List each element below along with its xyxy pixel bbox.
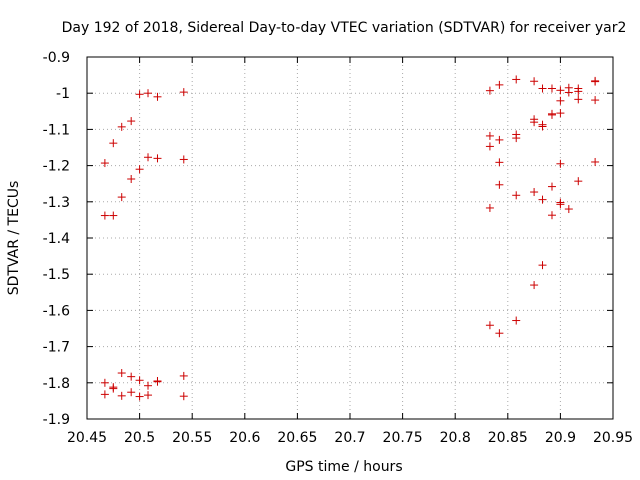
x-tick-label: 20.9	[545, 430, 576, 446]
x-tick-label: 20.95	[593, 430, 633, 446]
data-point	[127, 174, 136, 183]
y-tick-label: -1.8	[43, 376, 70, 392]
data-point	[153, 92, 162, 101]
y-tick-label: -1.6	[43, 303, 70, 319]
data-points	[100, 75, 600, 401]
y-tick-label: -1.5	[43, 267, 70, 283]
x-tick-label: 20.8	[440, 430, 471, 446]
y-tick-label: -0.9	[43, 50, 70, 66]
data-point	[100, 211, 109, 220]
data-point	[574, 87, 583, 96]
data-point	[117, 193, 126, 202]
data-point	[117, 391, 126, 400]
data-point	[564, 205, 573, 214]
x-tick-label: 20.7	[334, 430, 365, 446]
data-point	[591, 157, 600, 166]
data-point	[485, 321, 494, 330]
data-point	[109, 139, 118, 148]
y-axis: -0.9 -1 -1.1 -1.2 -1.3 -1.4 -1.5 -1.6 -1.7 -1.8 -1…	[43, 50, 613, 428]
data-point	[530, 118, 539, 127]
data-point	[495, 158, 504, 167]
data-point	[117, 369, 126, 378]
data-point	[538, 84, 547, 93]
data-point	[144, 391, 153, 400]
data-point	[135, 376, 144, 385]
data-point	[144, 381, 153, 390]
data-point	[556, 86, 565, 95]
data-point	[512, 134, 521, 143]
data-point	[144, 89, 153, 98]
y-tick-label: -1.9	[43, 412, 70, 428]
y-tick-label: -1	[56, 86, 70, 102]
y-tick-label: -1.4	[43, 231, 70, 247]
x-tick-label: 20.55	[172, 430, 212, 446]
data-point	[556, 109, 565, 118]
data-point	[127, 388, 136, 397]
data-point	[564, 88, 573, 97]
data-point	[100, 378, 109, 387]
y-tick-label: -1.3	[43, 195, 70, 211]
data-point	[153, 154, 162, 163]
data-point	[109, 211, 118, 220]
data-point	[574, 95, 583, 104]
data-point	[538, 195, 547, 204]
x-tick-label: 20.75	[383, 430, 423, 446]
data-point	[485, 203, 494, 212]
data-point	[538, 261, 547, 270]
data-point	[135, 392, 144, 401]
data-point	[485, 142, 494, 151]
data-point	[530, 77, 539, 86]
data-point	[485, 86, 494, 95]
data-point	[144, 153, 153, 162]
grid	[87, 57, 613, 419]
data-point	[556, 96, 565, 105]
data-point	[591, 77, 600, 86]
data-point	[547, 211, 556, 220]
y-tick-label: -1.1	[43, 122, 70, 138]
x-tick-label: 20.85	[488, 430, 528, 446]
x-tick-label: 20.5	[124, 430, 155, 446]
data-point	[179, 155, 188, 164]
y-tick-label: -1.7	[43, 340, 70, 356]
data-point	[574, 177, 583, 186]
data-point	[127, 117, 136, 126]
y-axis-label: SDTVAR / TECUs	[6, 181, 22, 296]
data-point	[109, 383, 118, 392]
data-point	[547, 110, 556, 119]
data-point	[100, 159, 109, 168]
data-point	[591, 96, 600, 105]
data-point	[135, 165, 144, 174]
data-point	[179, 392, 188, 401]
data-point	[530, 188, 539, 197]
data-point	[547, 84, 556, 93]
data-point	[100, 390, 109, 399]
data-point	[530, 281, 539, 290]
data-point	[485, 131, 494, 140]
data-point	[153, 376, 162, 385]
x-axis-label: GPS time / hours	[285, 459, 402, 475]
data-point	[495, 80, 504, 89]
data-point	[495, 135, 504, 144]
data-point	[495, 329, 504, 338]
data-point	[179, 88, 188, 97]
data-point	[117, 122, 126, 131]
data-point	[556, 159, 565, 168]
data-point	[135, 90, 144, 99]
x-tick-label: 20.65	[277, 430, 317, 446]
x-tick-label: 20.6	[229, 430, 260, 446]
data-point	[512, 75, 521, 84]
y-tick-label: -1.2	[43, 159, 70, 175]
data-point	[512, 316, 521, 325]
data-point	[556, 200, 565, 209]
data-point	[495, 180, 504, 189]
data-point	[127, 372, 136, 381]
data-point	[512, 191, 521, 200]
chart-title: Day 192 of 2018, Sidereal Day-to-day VTE…	[62, 20, 627, 36]
x-tick-label: 20.45	[67, 430, 107, 446]
data-point	[538, 122, 547, 131]
x-axis: 20.45 20.5 20.55 20.6 20.65 20.7 20.75 20.8 20.8…	[67, 57, 633, 446]
data-point	[179, 371, 188, 380]
data-point	[547, 182, 556, 191]
